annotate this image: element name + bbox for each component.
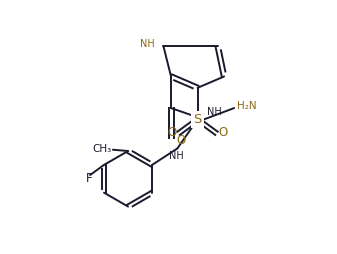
Text: NH: NH bbox=[169, 151, 183, 161]
Text: F: F bbox=[86, 171, 92, 184]
Text: NH: NH bbox=[140, 39, 155, 49]
Text: CH₃: CH₃ bbox=[92, 144, 112, 154]
Text: O: O bbox=[218, 126, 227, 139]
Text: O: O bbox=[177, 134, 186, 147]
Text: NH: NH bbox=[207, 107, 222, 117]
Text: S: S bbox=[193, 113, 202, 126]
Text: H₂N: H₂N bbox=[237, 101, 257, 111]
Text: O: O bbox=[168, 126, 177, 139]
